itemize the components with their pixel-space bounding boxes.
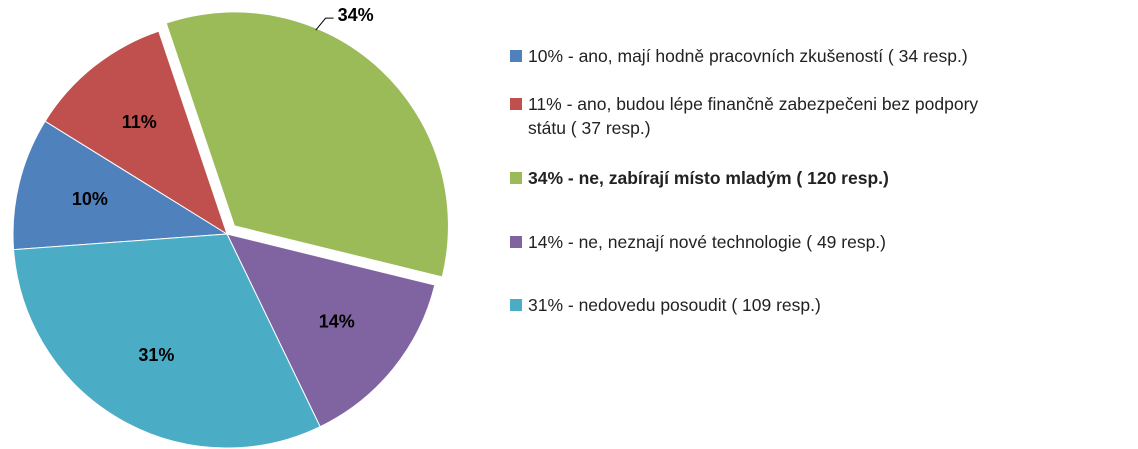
legend-swatch — [510, 50, 522, 62]
data-label: 34% — [338, 5, 374, 25]
legend-label: 11% - ano, budou lépe finančně zabezpeče… — [528, 94, 979, 138]
pie-slice — [165, 11, 449, 278]
legend-swatch — [510, 172, 522, 184]
legend-label: 10% - ano, mají hodně pracovních zkušeno… — [528, 46, 968, 66]
legend-label: 14% - ne, neznají nové technologie ( 49 … — [528, 232, 886, 252]
legend-item: 14% - ne, neznají nové technologie ( 49 … — [510, 230, 886, 254]
legend-item: 31% - nedovedu posoudit ( 109 resp.) — [510, 293, 821, 317]
pie-slice — [226, 233, 436, 428]
legend-item: 10% - ano, mají hodně pracovních zkušeno… — [510, 44, 968, 68]
pie-chart: 10% 11% 34% 14% 31% — [12, 5, 449, 449]
pie-slice — [12, 120, 229, 251]
data-label: 11% — [122, 112, 157, 132]
legend-item: 34% - ne, zabírají místo mladým ( 120 re… — [510, 166, 889, 190]
data-label: 14% — [319, 312, 355, 332]
legend-label: 34% - ne, zabírají místo mladým ( 120 re… — [528, 168, 889, 188]
pie-slice — [13, 233, 321, 449]
legend-swatch — [510, 98, 522, 110]
pie-slice — [44, 30, 228, 236]
leader-line — [315, 17, 334, 31]
data-label: 31% — [138, 345, 174, 365]
legend-swatch — [510, 299, 522, 311]
data-label: 10% — [72, 189, 108, 209]
legend-label: 31% - nedovedu posoudit ( 109 resp.) — [528, 295, 821, 315]
legend-swatch — [510, 236, 522, 248]
legend-item: 11% - ano, budou lépe finančně zabezpeče… — [510, 92, 983, 140]
